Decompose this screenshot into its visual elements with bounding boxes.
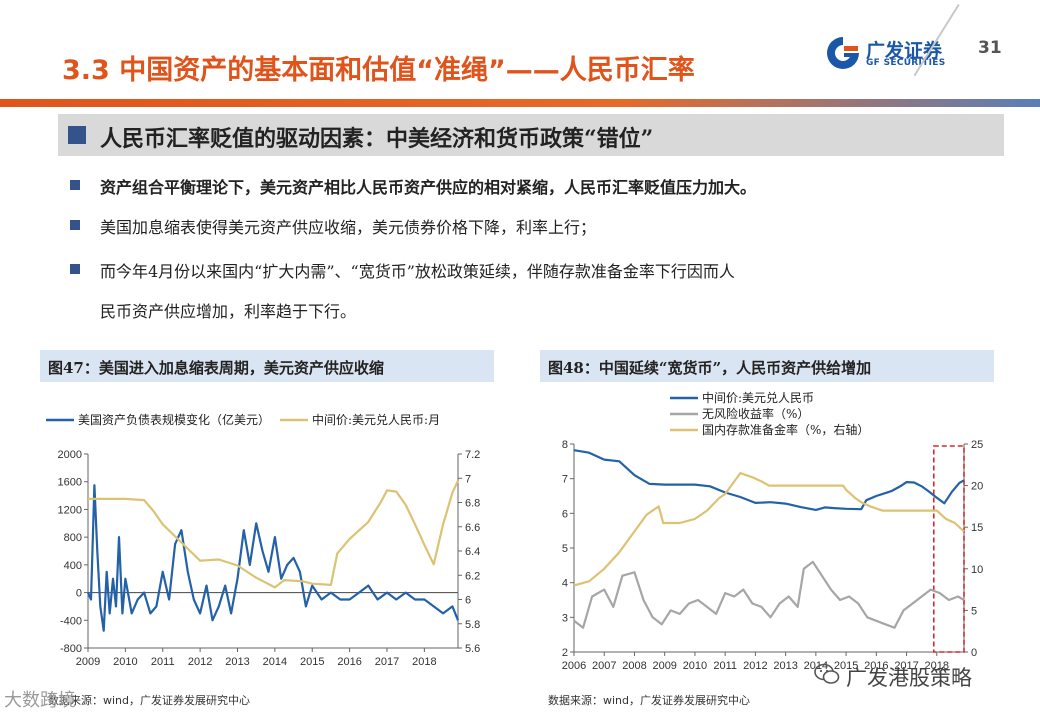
x-tick-label: 2014 — [263, 656, 287, 668]
x-tick-label: 2012 — [188, 656, 212, 668]
chart-fig48: 图48：中国延续“宽货币”，人民币资产供给增加 8 7 6 5 4 3 2 25 20 15 10 5… — [540, 350, 994, 676]
y-right-tick-label: 15 — [971, 522, 983, 534]
bullet-square-icon — [70, 220, 80, 230]
y-right-tick-label: 25 — [971, 439, 983, 451]
series-line-2 — [573, 560, 965, 629]
bullet-text: 美国加息缩表使得美元资产供应收缩，美元债券价格下降，利率上行； — [100, 218, 597, 237]
series-line-3 — [573, 471, 965, 587]
x-tick-label: 2010 — [113, 656, 137, 668]
y-left-tick-label: 1600 — [58, 477, 82, 489]
series-line-2 — [88, 480, 459, 589]
bullet-text: 而今年4月份以来国内“扩大内需”、“宽货币”放松政策延续，伴随存款准备金率下行因… — [100, 262, 735, 281]
section-bullet-square — [68, 126, 86, 144]
x-tick-label: 2017 — [375, 656, 399, 668]
company-logo: 广发证券 GF SECURITIES — [824, 34, 964, 72]
x-tick-label: 2015 — [834, 660, 858, 672]
x-tick-label: 2017 — [894, 660, 918, 672]
y-right-tick-label: 7.2 — [465, 449, 480, 461]
page-number: 31 — [978, 38, 1002, 58]
watermark-text: 广发港股策略 — [846, 666, 972, 690]
y-left-tick-label: 800 — [64, 532, 82, 544]
y-left-tick-label: 1200 — [58, 504, 82, 516]
x-tick-label: 2016 — [337, 656, 361, 668]
y-left-tick-label: 3 — [562, 612, 568, 624]
x-tick-label: 2012 — [743, 660, 767, 672]
y-left-tick-label: 7 — [562, 474, 568, 486]
y-left-tick-label: -800 — [60, 643, 82, 655]
x-tick-label: 2016 — [864, 660, 888, 672]
x-tick-label: 2011 — [713, 660, 737, 672]
x-tick-label: 2018 — [412, 656, 436, 668]
y-right-tick-label: 7 — [465, 473, 471, 485]
x-tick-label: 2013 — [225, 656, 249, 668]
watermark: 广发港股策略 — [810, 660, 1020, 690]
bullet-text: 资产组合平衡理论下，美元资产相比人民币资产供应的相对紧缩，人民币汇率贬值压力加大… — [100, 178, 757, 197]
y-right-tick-label: 6.8 — [465, 498, 480, 510]
bullet-square-icon — [70, 264, 80, 274]
source-note-right: 数据来源：wind，广发证券发展研究中心 — [548, 694, 751, 707]
y-left-tick-label: 4 — [562, 578, 568, 590]
logo-english-name: GF SECURITIES — [866, 58, 946, 68]
source-note-left: 数据来源：wind，广发证券发展研究中心 — [48, 694, 251, 707]
chart-title-bar: 图48：中国延续“宽货币”，人民币资产供给增加 — [540, 350, 994, 382]
highlight-box — [932, 445, 965, 653]
y-left-tick-label: 0 — [76, 588, 82, 600]
x-tick-label: 2014 — [804, 660, 828, 672]
x-tick-label: 2006 — [562, 660, 586, 672]
y-right-tick-label: 5 — [971, 605, 977, 617]
x-tick-label: 2013 — [773, 660, 797, 672]
chart-title-bar: 图47：美国进入加息缩表周期，美元资产供应收缩 — [40, 350, 494, 382]
x-tick-label: 2010 — [683, 660, 707, 672]
x-tick-label: 2007 — [592, 660, 616, 672]
legend-label: 中间价:美元兑人民币 — [702, 390, 814, 405]
y-right-tick-label: 6.6 — [465, 522, 480, 534]
bullet-text-continued: 民币资产供应增加，利率趋于下行。 — [100, 302, 357, 321]
y-right-tick-label: 6.4 — [465, 546, 480, 558]
y-right-tick-label: 5.6 — [465, 643, 480, 655]
legend-label: 中间价:美元兑人民币:月 — [312, 412, 440, 427]
y-right-tick-label: 5.8 — [465, 619, 480, 631]
y-left-tick-label: 8 — [562, 439, 568, 451]
x-tick-label: 2009 — [652, 660, 676, 672]
x-tick-label: 2009 — [76, 656, 100, 668]
legend-label: 美国资产负债表规模变化（亿美元） — [78, 412, 270, 427]
chart-title: 图47：美国进入加息缩表周期，美元资产供应收缩 — [48, 359, 384, 377]
watermark-bottom-left: 大数跨境 — [4, 690, 76, 711]
y-right-tick-label: 6 — [465, 595, 471, 607]
series-line-1 — [573, 449, 965, 512]
wechat-icon — [814, 663, 840, 684]
y-right-tick-label: 6.2 — [465, 570, 480, 582]
legend-label: 国内存款准备金率（%，右轴） — [702, 422, 869, 437]
y-left-tick-label: 5 — [562, 543, 568, 555]
page-title: 3.3 中国资产的基本面和估值“准绳”——人民币汇率 — [62, 55, 695, 86]
x-tick-label: 2008 — [622, 660, 646, 672]
legend-label: 无风险收益率（%） — [702, 406, 809, 421]
header-gradient-bar — [0, 99, 1040, 107]
y-left-tick-label: -400 — [60, 615, 82, 627]
y-right-tick-label: 20 — [971, 481, 983, 493]
logo-chinese-name: 广发证券 — [866, 40, 943, 62]
section-header-text: 人民币汇率贬值的驱动因素：中美经济和货币政策“错位” — [100, 126, 654, 152]
section-header: 人民币汇率贬值的驱动因素：中美经济和货币政策“错位” — [58, 114, 1004, 156]
x-tick-label: 2011 — [151, 656, 175, 668]
x-tick-label: 2018 — [925, 660, 949, 672]
y-left-tick-label: 400 — [64, 560, 82, 572]
y-right-tick-label: 10 — [971, 564, 983, 576]
y-left-tick-label: 6 — [562, 508, 568, 520]
y-left-tick-label: 2000 — [58, 449, 82, 461]
gf-logo-icon — [827, 37, 859, 69]
series-line-1 — [86, 484, 460, 632]
chart-title: 图48：中国延续“宽货币”，人民币资产供给增加 — [548, 359, 872, 377]
chart-fig47: 图47：美国进入加息缩表周期，美元资产供应收缩 2000 1600 1200 800 4… — [40, 350, 494, 676]
x-tick-label: 2015 — [300, 656, 324, 668]
y-right-tick-label: 0 — [971, 647, 977, 659]
bullet-square-icon — [70, 180, 80, 190]
y-left-tick-label: 2 — [562, 647, 568, 659]
chart-fig47-plot: 2000 1600 1200 800 400 0 -400 -800 7.2 7 6.8 6.6 6.4… — [46, 412, 480, 668]
